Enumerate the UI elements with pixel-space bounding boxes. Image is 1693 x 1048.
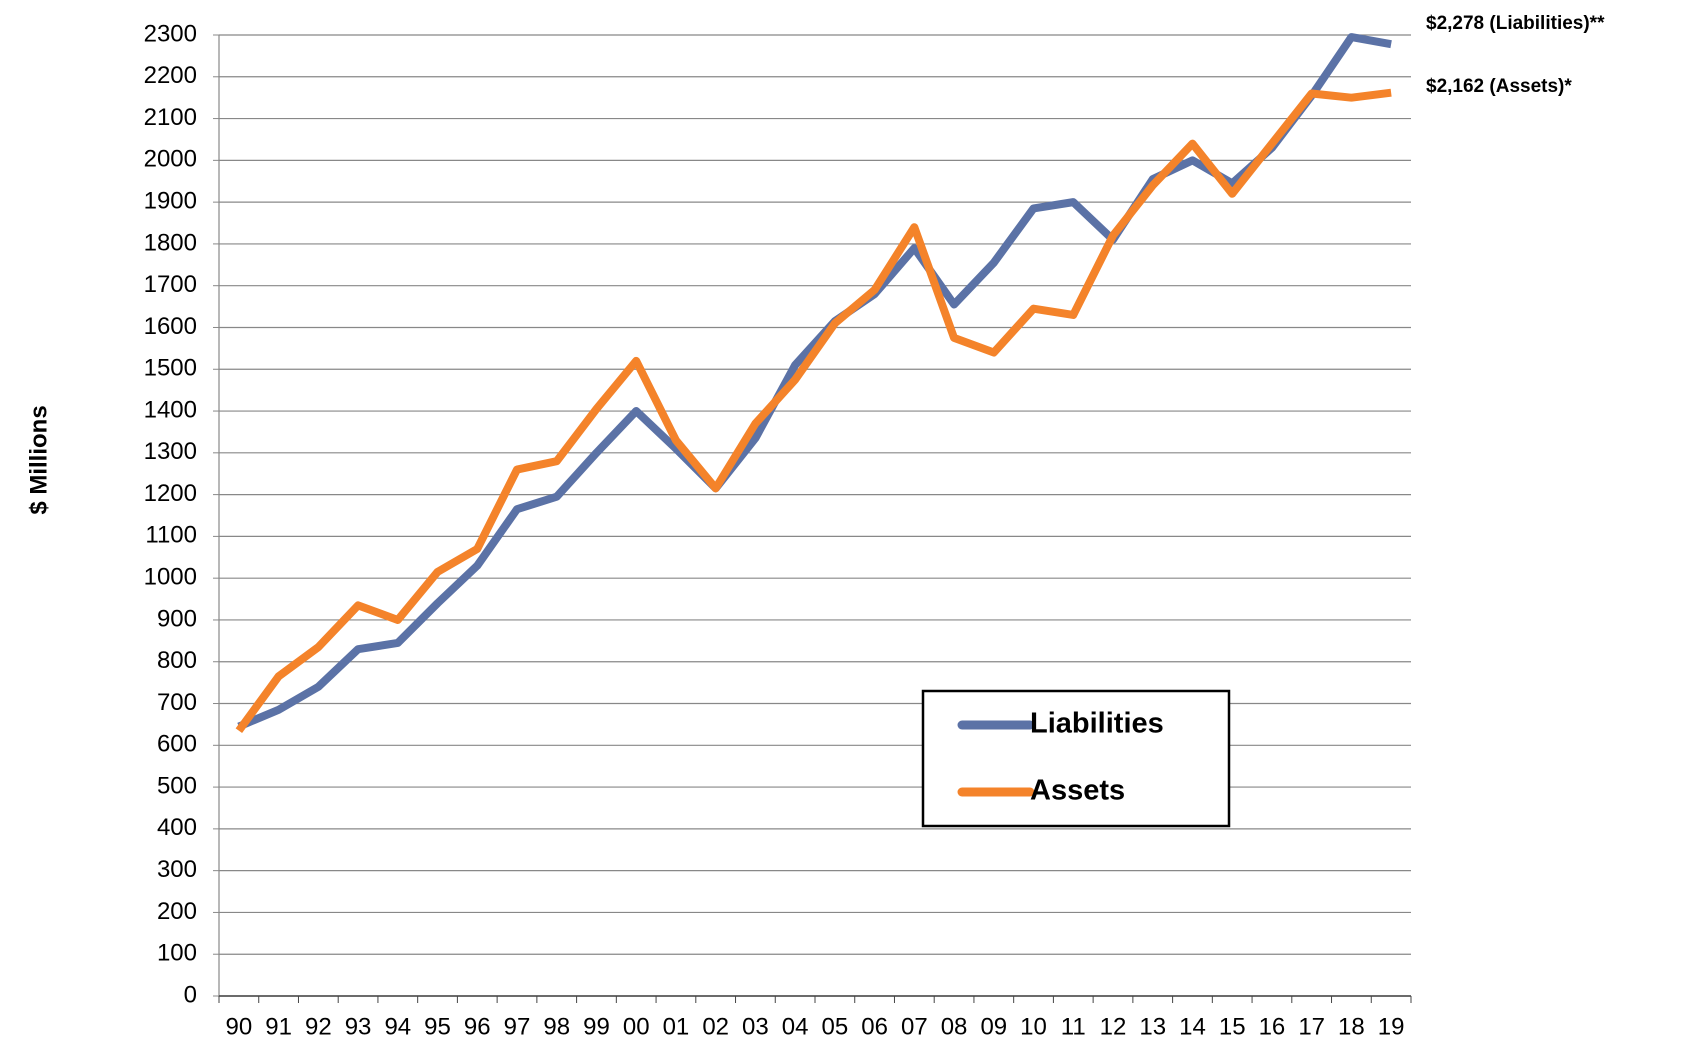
y-tick-label: 1000 bbox=[144, 564, 197, 591]
annotation: $2,162 (Assets)* bbox=[1426, 76, 1572, 97]
y-tick-label: 1900 bbox=[144, 187, 197, 214]
legend-label: Liabilities bbox=[1030, 708, 1164, 740]
series-line bbox=[237, 33, 1392, 731]
x-tick-label: 02 bbox=[702, 1013, 729, 1040]
x-tick-label: 03 bbox=[742, 1013, 769, 1040]
y-tick-label: 1100 bbox=[145, 522, 197, 549]
x-tick-label: 13 bbox=[1139, 1013, 1166, 1040]
legend-box bbox=[921, 689, 1231, 828]
x-tick-label: 07 bbox=[901, 1013, 928, 1040]
x-tick-label: 16 bbox=[1259, 1013, 1286, 1040]
y-tick-label: 1200 bbox=[144, 480, 197, 507]
x-tick-label: 95 bbox=[424, 1013, 451, 1040]
x-tick-label: 97 bbox=[504, 1013, 531, 1040]
y-tick-label: 1400 bbox=[144, 396, 197, 423]
x-tick-label: 06 bbox=[861, 1013, 888, 1040]
x-tick-label: 05 bbox=[822, 1013, 849, 1040]
y-tick-label: 200 bbox=[157, 898, 197, 925]
y-tick-label: 1300 bbox=[144, 438, 197, 465]
y-tick-label: 2200 bbox=[144, 62, 197, 89]
y-tick-label: 900 bbox=[157, 605, 197, 632]
x-tick-label: 94 bbox=[384, 1013, 411, 1040]
x-tick-label: 92 bbox=[305, 1013, 332, 1040]
y-tick-label: 0 bbox=[184, 981, 197, 1008]
y-tick-label: 600 bbox=[157, 731, 197, 758]
y-tick-label: 100 bbox=[157, 940, 197, 967]
x-tick-label: 90 bbox=[226, 1013, 253, 1040]
y-tick-label: 1800 bbox=[144, 229, 197, 256]
y-tick-label: 1500 bbox=[144, 355, 197, 382]
y-axis-label: $ Millions bbox=[25, 405, 52, 514]
y-tick-label: 2100 bbox=[144, 104, 197, 131]
x-tick-label: 04 bbox=[782, 1013, 809, 1040]
x-tick-label: 01 bbox=[663, 1013, 690, 1040]
x-tick-label: 11 bbox=[1061, 1013, 1086, 1040]
y-tick-label: 500 bbox=[157, 772, 197, 799]
x-tick-label: 10 bbox=[1020, 1013, 1047, 1040]
x-tick-label: 15 bbox=[1219, 1013, 1246, 1040]
x-tick-label: 14 bbox=[1179, 1013, 1206, 1040]
y-tick-label: 2000 bbox=[144, 146, 197, 173]
x-tick-label: 91 bbox=[265, 1013, 292, 1040]
x-tick-label: 12 bbox=[1100, 1013, 1127, 1040]
y-tick-label: 400 bbox=[157, 814, 197, 841]
y-tick-label: 700 bbox=[157, 689, 197, 716]
legend-label: Assets bbox=[1030, 775, 1125, 807]
y-tick-label: 300 bbox=[157, 856, 197, 883]
x-tick-label: 00 bbox=[623, 1013, 650, 1040]
y-tick-label: 800 bbox=[157, 647, 197, 674]
series-line bbox=[235, 88, 1392, 734]
x-tick-label: 17 bbox=[1298, 1013, 1325, 1040]
annotation: $2,278 (Liabilities)** bbox=[1426, 13, 1605, 34]
y-tick-label: 1700 bbox=[144, 271, 197, 298]
x-tick-label: 93 bbox=[345, 1013, 372, 1040]
y-tick-label: 2300 bbox=[144, 20, 197, 47]
x-tick-label: 09 bbox=[980, 1013, 1007, 1040]
x-tick-label: 99 bbox=[583, 1013, 610, 1040]
y-tick-label: 1600 bbox=[144, 313, 197, 340]
x-tick-label: 98 bbox=[543, 1013, 570, 1040]
x-tick-label: 18 bbox=[1338, 1013, 1365, 1040]
x-tick-label: 19 bbox=[1378, 1013, 1405, 1040]
x-tick-label: 08 bbox=[941, 1013, 968, 1040]
x-tick-label: 96 bbox=[464, 1013, 491, 1040]
